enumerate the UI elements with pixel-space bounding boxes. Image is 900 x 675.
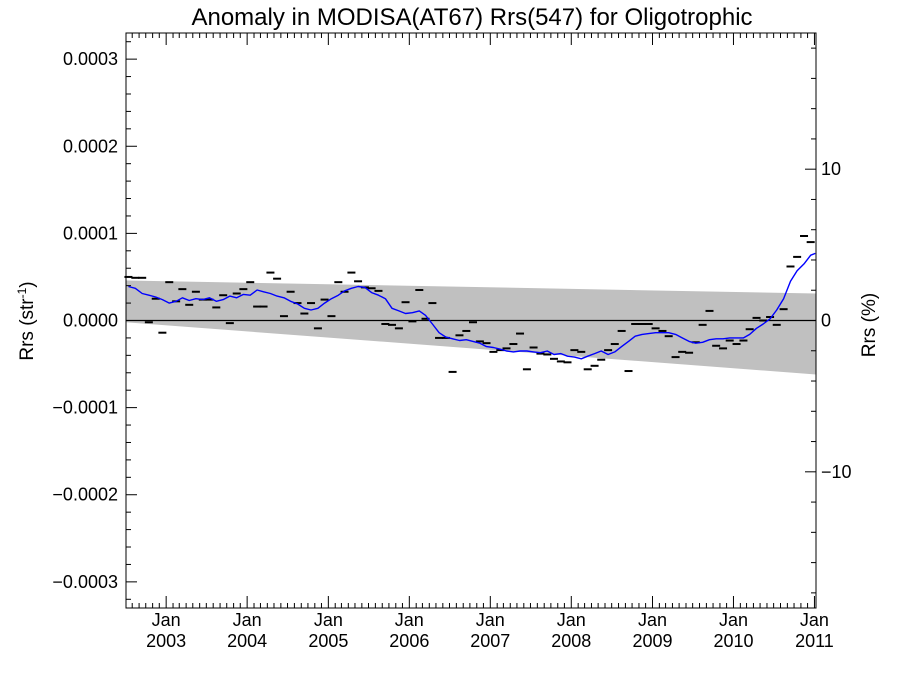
x-tick-month: Jan [395, 610, 424, 630]
x-tick-year: 2008 [551, 631, 591, 651]
x-tick-year: 2003 [146, 631, 186, 651]
x-tick-month: Jan [557, 610, 586, 630]
x-tick-year: 2006 [389, 631, 429, 651]
y2-axis-title: Rrs (%) [859, 293, 880, 357]
x-tick-month: Jan [233, 610, 262, 630]
axis-layer: −0.0003 −0.0002 −0.0001 0.0000 0.0001 0.0002 0… [52, 33, 852, 651]
y2-tick-label: −10 [821, 462, 852, 482]
y-tick-label: 0.0000 [63, 311, 118, 331]
x-tick-year: 2009 [632, 631, 672, 651]
y-tick-label: −0.0002 [52, 485, 118, 505]
x-tick-month: Jan [800, 610, 829, 630]
x-tick-year: 2011 [795, 631, 834, 651]
chart-title: Anomaly in MODISA(AT67) Rrs(547) for Oli… [191, 4, 752, 31]
x-tick-year: 2007 [470, 631, 510, 651]
y-tick-label: 0.0001 [63, 223, 118, 243]
y-axis-title: Rrs (str-1) [15, 281, 38, 360]
y-tick-label: −0.0001 [52, 398, 118, 418]
y-tick-label: 0.0002 [63, 136, 118, 156]
x-tick-month: Jan [638, 610, 667, 630]
y2-tick-label: 0 [821, 311, 831, 331]
series-layer [124, 234, 816, 373]
y2-tick-label: 10 [821, 159, 841, 179]
x-tick-year: 2005 [308, 631, 348, 651]
x-tick-year: 2010 [713, 631, 753, 651]
x-tick-month: Jan [719, 610, 748, 630]
x-tick-month: Jan [152, 610, 181, 630]
x-tick-month: Jan [476, 610, 505, 630]
x-tick-year: 2004 [227, 631, 267, 651]
y-tick-label: 0.0003 [63, 49, 118, 69]
running-mean-line [128, 252, 816, 360]
x-tick-month: Jan [314, 610, 343, 630]
y-tick-label: −0.0003 [52, 572, 118, 592]
